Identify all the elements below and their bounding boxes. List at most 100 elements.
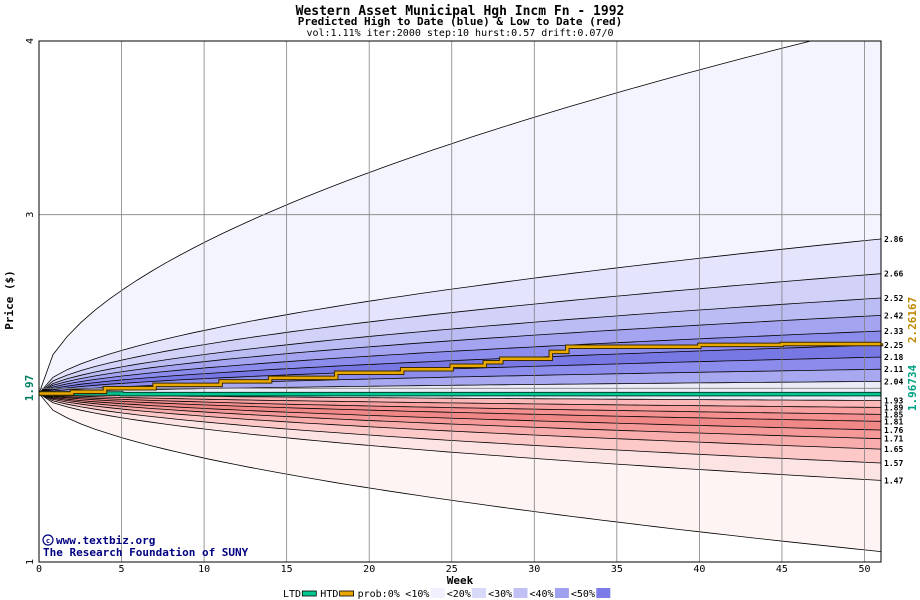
x-tick-35: 35 (611, 564, 623, 575)
copyright-mark: c (46, 537, 50, 545)
y-tick-4: 4 (25, 38, 36, 44)
band-boundary-3 (38, 297, 882, 394)
legend-label-6: <40% (530, 589, 554, 600)
upper-band-4 (39, 315, 881, 394)
y-axis-label: Price ($) (3, 270, 16, 330)
band-end-label-12: 1.81 (884, 417, 903, 426)
band-boundary-14 (38, 393, 882, 431)
plot-frame (38, 40, 882, 563)
band-boundary-4 (38, 315, 882, 394)
legend-label-0: LTD (283, 589, 301, 600)
y-tick-3: 3 (25, 212, 36, 218)
x-tick-40: 40 (693, 564, 705, 575)
chart-subtitle: Predicted High to Date (blue) & Low to D… (298, 15, 623, 28)
band-end-label-3: 2.42 (884, 311, 903, 320)
htd-value-label: 2.26167 (906, 297, 919, 343)
y-tick-1: 1 (25, 559, 36, 565)
lower-band-8 (39, 393, 881, 552)
band-boundary-6 (38, 344, 882, 394)
upper-band-0 (39, 41, 881, 394)
band-boundary-7 (38, 356, 882, 394)
legend-label-7: <50% (571, 589, 595, 600)
x-tick-0: 0 (36, 564, 42, 575)
legend-swatch-0 (301, 590, 317, 597)
band-end-label-15: 1.65 (884, 445, 903, 454)
legend-label-5: <30% (488, 589, 512, 600)
copyright-icon (42, 534, 54, 546)
band-end-label-7: 2.11 (884, 365, 903, 374)
band-boundary-15 (38, 393, 882, 440)
band-boundary-0 (38, 40, 881, 394)
band-boundary-16 (38, 393, 882, 450)
lower-band-2 (39, 393, 881, 422)
band-boundary-2 (38, 273, 882, 394)
x-tick-45: 45 (776, 564, 788, 575)
y-tick-labels: 1 3 4 (25, 38, 36, 565)
credit-block: c www.textbiz.org The Research Foundatio… (42, 534, 249, 559)
band-end-label-13: 1.76 (884, 426, 903, 435)
legend-label-3: <10% (405, 589, 429, 600)
x-tick-labels: 0 5 10 15 20 25 30 35 40 45 50 (36, 564, 871, 575)
band-boundary-11 (38, 393, 882, 408)
band-end-label-9: 1.93 (884, 396, 903, 405)
upper-band-3 (39, 298, 881, 394)
band-boundary-17 (38, 393, 882, 464)
probability-bands (38, 40, 882, 562)
band-boundary-5 (38, 330, 882, 394)
band-end-label-0: 2.86 (884, 235, 903, 244)
band-end-label-4: 2.33 (884, 327, 903, 336)
upper-band-8 (39, 369, 881, 394)
legend-swatch-5 (513, 588, 528, 598)
lower-band-7 (39, 393, 881, 481)
x-tick-10: 10 (198, 564, 210, 575)
grid (38, 41, 881, 562)
legend-swatch-1 (339, 590, 355, 597)
htd-line (39, 342, 883, 395)
band-end-labels: 2.86 2.66 2.52 2.42 2.33 2.25 2.18 2.11 2.04 1.93… (884, 235, 903, 485)
band-end-label-5: 2.25 (884, 341, 903, 350)
upper-band-7 (39, 357, 881, 394)
band-end-label-11: 1.85 (884, 410, 903, 419)
band-end-label-6: 2.18 (884, 353, 903, 362)
x-tick-50: 50 (858, 564, 870, 575)
start-price-label: 1.97 (23, 375, 36, 402)
band-boundary-18 (38, 393, 882, 481)
x-tick-5: 5 (119, 564, 125, 575)
x-tick-15: 15 (281, 564, 293, 575)
band-end-label-16: 1.57 (884, 459, 903, 468)
band-end-label-10: 1.89 (884, 403, 903, 412)
chart-parameters: vol:1.11% iter:2000 step:10 hurst:0.57 d… (306, 28, 613, 39)
band-end-label-17: 1.47 (884, 476, 903, 485)
lower-band-3 (39, 393, 881, 430)
band-end-label-1: 2.66 (884, 270, 903, 279)
lower-band-6 (39, 393, 881, 463)
band-end-label-14: 1.71 (884, 435, 903, 444)
band-boundary-13 (38, 393, 882, 422)
credit-url: www.textbiz.org (56, 534, 155, 547)
upper-band-2 (39, 273, 881, 394)
band-boundary-19 (38, 393, 882, 552)
legend-swatch-3 (430, 588, 445, 598)
legend-label-4: <20% (447, 589, 471, 600)
x-tick-30: 30 (528, 564, 540, 575)
x-tick-25: 25 (446, 564, 458, 575)
band-boundary-12 (38, 393, 882, 415)
ltd-value-label: 1.96734 (906, 364, 919, 411)
series-lines (39, 341, 884, 397)
legend-swatch-6 (554, 588, 569, 598)
band-boundary-9 (38, 381, 882, 394)
legend-swatch-4 (472, 588, 487, 598)
x-axis-label: Week (447, 574, 474, 587)
legend-swatch-7 (596, 588, 611, 598)
legend-label-2: prob:0% (358, 589, 400, 600)
legend: LTD HTD prob:0% <10% <20% <30% <40% <50% (283, 588, 611, 600)
band-boundary-1 (38, 238, 882, 394)
credit-org: The Research Foundation of SUNY (43, 546, 249, 559)
lower-band-5 (39, 393, 881, 450)
lower-band-1 (39, 393, 881, 415)
chart-title: Western Asset Municipal Hgh Incm Fn - 19… (296, 4, 625, 19)
ltd-line (39, 392, 881, 396)
x-tick-20: 20 (363, 564, 375, 575)
upper-band-1 (39, 239, 881, 394)
